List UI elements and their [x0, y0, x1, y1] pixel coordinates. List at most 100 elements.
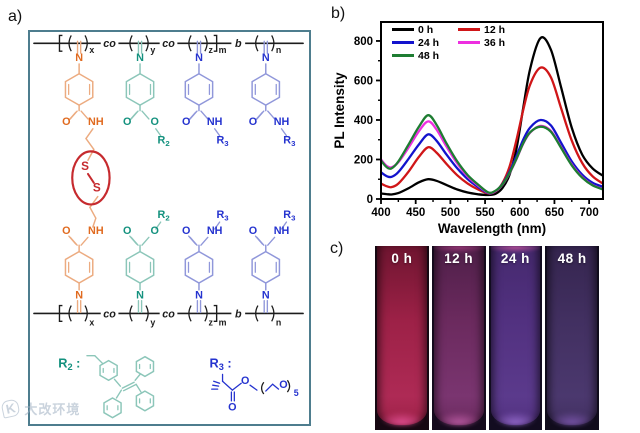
pl-spectrum-chart: 400 450 500 550 600 650 700 0 200 400 600 800 Wavele… [332, 21, 604, 236]
svg-text:700: 700 [580, 207, 599, 219]
tube-bottom-glow [491, 407, 540, 425]
atom-label: O [182, 225, 190, 237]
svg-text:800: 800 [354, 36, 373, 48]
atom-label: O [228, 402, 236, 414]
atom-label: NH [207, 116, 223, 128]
legend-label: 12 h [484, 24, 505, 36]
atom-label: R3 [216, 209, 229, 222]
atom-label: y [150, 317, 155, 327]
series-line-48h [381, 114, 603, 194]
svg-text:600: 600 [510, 207, 529, 219]
atom-label: R3 [283, 135, 296, 148]
svg-text:400: 400 [371, 207, 390, 219]
legend: 0 h 12 h 24 h 36 h 48 h [392, 24, 505, 62]
panel-a-label: a) [8, 8, 23, 25]
atom-label: R2 [158, 135, 171, 148]
legend-label: 0 h [418, 24, 433, 36]
vial-time-label: 24 h [500, 251, 530, 266]
vial-photo-strip: 0 h 12 h 24 h 48 h [375, 246, 599, 430]
atom-label: N [262, 52, 270, 64]
atom-label: co [103, 38, 116, 50]
atom-label: N [136, 290, 144, 302]
atom-label: b [235, 308, 242, 320]
atom-label: m [219, 45, 227, 55]
atom-label: O [151, 225, 159, 237]
legend-label: 36 h [484, 37, 505, 49]
test-tube [490, 246, 541, 425]
watermark-logo-icon: K [0, 398, 21, 419]
atom-label: O [62, 225, 70, 237]
atom-label: R3 : [209, 356, 231, 372]
atom-label: n [276, 45, 281, 55]
panel-c-label: c) [330, 240, 344, 257]
test-tube [377, 246, 427, 425]
atom-label: NH [274, 225, 290, 237]
atom-label: x [89, 317, 94, 327]
atom-label: N [195, 52, 203, 64]
legend-label: 48 h [418, 50, 439, 62]
vial-time-label: 0 h [391, 251, 413, 266]
svg-text:200: 200 [354, 154, 373, 166]
atom-label: S [81, 160, 89, 173]
test-tube [433, 246, 484, 425]
atom-label: R2 [158, 209, 171, 222]
vial-photo-12h: 12 h [431, 246, 486, 430]
panel-b-label: b) [331, 5, 346, 22]
atom-label: n [276, 317, 281, 327]
atom-label: R2 : [58, 356, 80, 372]
atom-label: z [209, 317, 214, 327]
atom-label: O [249, 225, 257, 237]
svg-text:650: 650 [545, 207, 564, 219]
atom-label: O [279, 379, 287, 391]
atom-label: 5 [294, 388, 299, 398]
atom-label: R3 [283, 209, 296, 222]
atom-label: R3 [216, 135, 229, 148]
tube-top-glow [490, 246, 541, 256]
atom-label: O [249, 116, 257, 128]
atom-label: O [123, 116, 131, 128]
series-line-0h [381, 36, 603, 197]
atom-label: O [241, 375, 249, 387]
atom-label: NH [207, 225, 223, 237]
atom-label: b [235, 38, 242, 50]
atom-label: O [123, 225, 131, 237]
vial-photo-24h: 24 h [488, 246, 543, 430]
atom-label: N [75, 52, 83, 64]
svg-text:0: 0 [367, 194, 373, 206]
atom-label: O [151, 116, 159, 128]
vial-photo-48h: 48 h [545, 246, 599, 430]
atom-label: co [162, 308, 175, 320]
watermark-text: 大改环境 [24, 402, 81, 417]
tube-bottom-glow [548, 407, 596, 425]
svg-text:450: 450 [406, 207, 425, 219]
svg-text:500: 500 [441, 207, 460, 219]
atom-label: co [103, 308, 116, 320]
atom-label: m [219, 317, 227, 327]
y-axis-title: PL Intensity [332, 72, 347, 149]
svg-text:400: 400 [354, 115, 373, 127]
atom-label: N [75, 290, 83, 302]
atom-label: N [195, 290, 203, 302]
vial-time-label: 12 h [444, 251, 474, 266]
atom-label: NH [88, 225, 104, 237]
atom-label: NH [274, 116, 290, 128]
axes: 400 450 500 550 600 650 700 0 200 400 600 800 [354, 36, 599, 219]
test-tube [547, 246, 597, 425]
atom-label: S [93, 182, 101, 195]
vial-photo-0h: 0 h [375, 246, 429, 430]
panel-a-structure-box: x y z m n co co b N N N N O NH O O O NH O NH R2 R3 R3 S S O NH O O O N… [28, 30, 311, 426]
atom-label: NH [88, 116, 104, 128]
series-lines [381, 36, 603, 197]
atom-label: y [150, 45, 155, 55]
atom-label: N [262, 290, 270, 302]
atom-label: O [182, 116, 190, 128]
watermark: K 大改环境 [0, 398, 81, 419]
tube-bottom-glow [378, 407, 426, 425]
svg-text:550: 550 [475, 207, 494, 219]
atom-label: N [136, 52, 144, 64]
atom-label: x [89, 45, 94, 55]
x-axis-title: Wavelength (nm) [438, 221, 546, 236]
